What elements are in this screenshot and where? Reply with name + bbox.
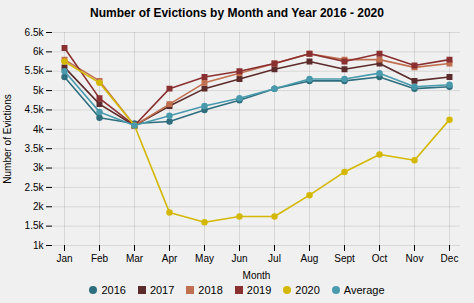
svg-text:Jul: Jul [268, 253, 281, 264]
html-text:Number of Evictions by Month a: Number of Evictions by Month and Year 20… [90, 6, 384, 20]
svg-text:Apr: Apr [162, 253, 178, 264]
svg-text:Dec: Dec [441, 253, 459, 264]
svg-text:3.5k: 3.5k [25, 143, 45, 154]
svg-text:5k: 5k [33, 85, 45, 96]
html-text:Average: Average [343, 284, 385, 296]
svg-text:Aug: Aug [301, 253, 319, 264]
html-text:2019: 2019 [246, 284, 272, 296]
svg-text:2k: 2k [33, 201, 45, 212]
svg-text:Number of Evictions: Number of Evictions [2, 94, 13, 183]
svg-text:Jun: Jun [231, 253, 247, 264]
html-text:2016: 2016 [101, 284, 126, 296]
svg-text:Oct: Oct [372, 253, 388, 264]
svg-text:Feb: Feb [91, 253, 109, 264]
html-text:2017: 2017 [149, 284, 175, 296]
svg-text:4.5k: 4.5k [25, 104, 45, 115]
svg-text:Nov: Nov [406, 253, 424, 264]
html-text:2018: 2018 [198, 284, 223, 296]
html-text:2020: 2020 [295, 284, 320, 296]
svg-text:Mar: Mar [126, 253, 144, 264]
svg-text:Sept: Sept [334, 253, 355, 264]
svg-text:5.5k: 5.5k [25, 65, 45, 76]
svg-text:4k: 4k [33, 124, 45, 135]
svg-text:3k: 3k [33, 162, 45, 173]
svg-text:2.5k: 2.5k [25, 182, 45, 193]
svg-text:1k: 1k [33, 240, 45, 251]
svg-text:Month: Month [243, 270, 271, 281]
svg-text:6.5k: 6.5k [25, 27, 45, 38]
svg-text:1.5k: 1.5k [25, 220, 45, 231]
svg-text:Jan: Jan [56, 253, 72, 264]
svg-text:May: May [195, 253, 214, 264]
svg-text:6k: 6k [33, 46, 45, 57]
